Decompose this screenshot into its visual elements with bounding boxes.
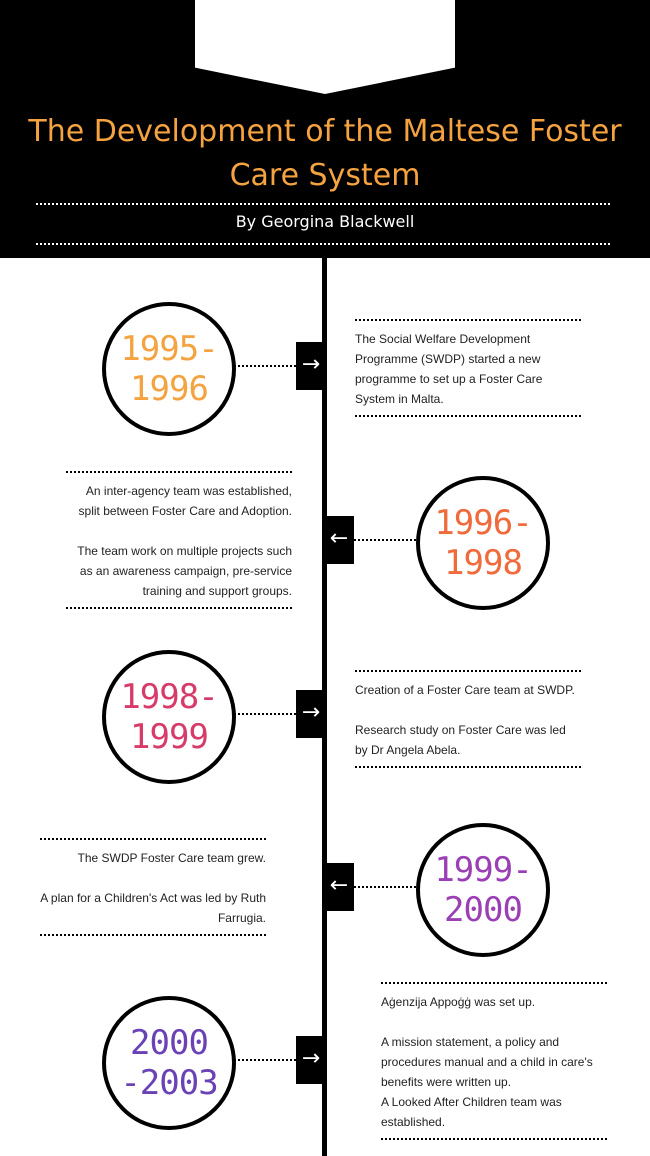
card-divider-bottom	[381, 1138, 607, 1140]
year-circle-2000: 2000 -2003	[102, 996, 236, 1130]
connector-line	[234, 713, 296, 715]
card-divider-bottom	[40, 934, 266, 936]
byline: By Georgina Blackwell	[235, 212, 415, 231]
connector-line	[354, 886, 416, 888]
event-card-1998: Creation of a Foster Care team at SWDP. …	[355, 670, 581, 768]
year-label: 1995- 1996	[120, 329, 218, 409]
connector-line	[234, 365, 296, 367]
year-circle-1995: 1995- 1996	[102, 302, 236, 436]
event-text: Research study on Foster Care was led by…	[355, 723, 566, 757]
card-divider-bottom	[355, 415, 581, 417]
event-text: A Looked After Children team was establi…	[381, 1095, 562, 1129]
header-divider-bottom	[36, 243, 610, 245]
arrow-left-icon: ←	[324, 516, 354, 564]
arrow-right-icon: →	[296, 690, 326, 738]
header-tab-shape	[195, 0, 455, 94]
header-divider-top	[36, 203, 610, 205]
connector-line	[354, 539, 416, 541]
year-circle-1999: 1999- 2000	[416, 823, 550, 957]
page-title: The Development of the Maltese Foster Ca…	[28, 114, 622, 193]
card-divider-bottom	[355, 766, 581, 768]
event-text: The SWDP Foster Care team grew.	[77, 851, 266, 865]
arrow-left-icon: ←	[324, 863, 354, 911]
year-label: 2000 -2003	[120, 1023, 218, 1103]
card-divider-top	[381, 982, 607, 984]
event-text: A plan for a Children's Act was led by R…	[40, 891, 266, 925]
year-label: 1996- 1998	[434, 503, 532, 583]
event-text: A mission statement, a policy and proced…	[381, 1035, 593, 1089]
connector-line	[234, 1059, 296, 1061]
card-divider-bottom	[66, 607, 292, 609]
event-card-2000: Aġenzija Appoġġ was set up. A mission st…	[381, 982, 607, 1140]
year-circle-1996: 1996- 1998	[416, 476, 550, 610]
card-divider-top	[355, 319, 581, 321]
arrow-right-icon: →	[296, 342, 326, 390]
header-banner: The Development of the Maltese Foster Ca…	[0, 0, 650, 258]
card-divider-top	[40, 838, 266, 840]
event-card-1995: The Social Welfare Development Programme…	[355, 319, 581, 417]
event-text: Creation of a Foster Care team at SWDP.	[355, 683, 575, 697]
event-text: An inter-agency team was established, sp…	[78, 484, 292, 518]
event-card-1999: The SWDP Foster Care team grew. A plan f…	[40, 838, 266, 936]
year-circle-1998: 1998- 1999	[102, 650, 236, 784]
card-divider-top	[66, 471, 292, 473]
card-divider-top	[355, 670, 581, 672]
arrow-right-icon: →	[296, 1036, 326, 1084]
event-text: The team work on multiple projects such …	[77, 544, 292, 598]
event-card-1996: An inter-agency team was established, sp…	[66, 471, 292, 609]
year-label: 1998- 1999	[120, 677, 218, 757]
event-text: Aġenzija Appoġġ was set up.	[381, 995, 536, 1009]
year-label: 1999- 2000	[434, 850, 532, 930]
event-text: The Social Welfare Development Programme…	[355, 332, 543, 406]
